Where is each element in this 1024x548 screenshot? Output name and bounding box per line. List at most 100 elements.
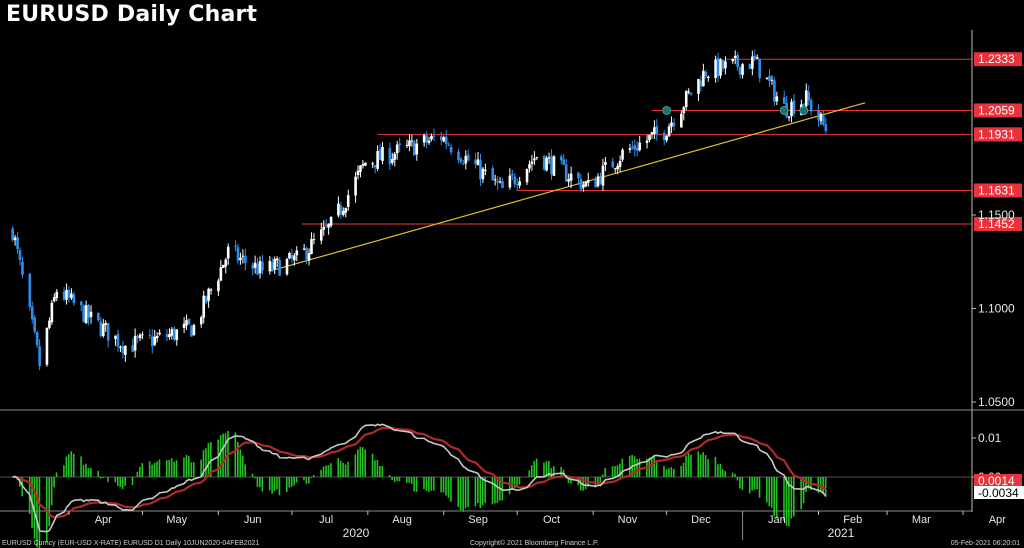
candle (302, 244, 306, 251)
candle-body (79, 301, 83, 306)
candle-body (141, 334, 144, 336)
candle-body (84, 305, 88, 324)
hist-bar (290, 477, 293, 487)
hist-bar (261, 477, 264, 492)
candle-body (138, 334, 142, 339)
candle-body (199, 317, 203, 325)
hist-bar (672, 468, 675, 477)
candle (618, 155, 622, 173)
hist-bar (202, 450, 205, 477)
hist-bar (430, 477, 433, 491)
candle (824, 117, 828, 134)
candle-body (638, 142, 641, 151)
hist-bar (50, 477, 53, 506)
candle (508, 168, 512, 190)
hist-bar (148, 461, 151, 477)
x-tick-label: Aug (392, 514, 412, 526)
hist-bar (325, 465, 327, 477)
candle (699, 75, 703, 92)
y-tick-label: 1.1500 (978, 208, 1015, 222)
ind-tick-label: 0.01 (978, 431, 1002, 445)
hist-bar (552, 466, 555, 477)
hist-bar (210, 442, 212, 477)
hist-bar (790, 477, 793, 519)
hist-bar (268, 477, 271, 491)
candle-body (577, 172, 580, 179)
hist-bar (614, 466, 616, 477)
candle (680, 110, 683, 128)
candle (586, 172, 590, 187)
candle (410, 134, 414, 147)
hist-bar (440, 477, 442, 493)
candle (689, 92, 693, 97)
hist-bar (717, 464, 719, 477)
hist-bar (190, 462, 193, 477)
hist-bar (165, 460, 168, 477)
candle-body (395, 144, 399, 154)
hist-bar (721, 469, 724, 477)
hist-bar (256, 477, 259, 487)
candle-body (704, 72, 708, 77)
hist-bar (748, 477, 751, 494)
candle-body (150, 336, 154, 347)
x-tick-label: May (166, 514, 187, 526)
hist-bar (633, 456, 636, 477)
candle-body (116, 333, 120, 347)
candle (515, 178, 519, 192)
candle (719, 58, 722, 79)
candle (278, 256, 281, 276)
candle-body (53, 297, 56, 302)
candle-body (613, 168, 617, 170)
candle (442, 135, 446, 143)
candle-body (124, 345, 127, 355)
candle-body (391, 158, 394, 163)
level-box (974, 216, 1022, 231)
candle-body (474, 159, 477, 165)
hist-bar (222, 433, 224, 477)
candle (604, 156, 607, 172)
candle (82, 304, 85, 323)
hist-bar (168, 459, 171, 477)
candle-body (364, 162, 367, 166)
candle (226, 243, 230, 265)
hist-bar (719, 463, 722, 477)
candle (496, 175, 499, 190)
candle-body (67, 289, 71, 298)
candle (124, 345, 127, 362)
candle-body (564, 164, 568, 182)
hist-bar (72, 453, 75, 477)
hist-bar (139, 466, 141, 477)
hist-bar (303, 477, 305, 481)
candle (479, 153, 482, 187)
candle-body (457, 151, 460, 161)
hist-bar (484, 477, 486, 503)
candle (498, 177, 502, 184)
footer-source: EURUSD Curncy (EUR-USD X-RATE) EURUSD D1… (2, 540, 260, 547)
candle-body (427, 140, 431, 144)
candle-body (484, 169, 487, 171)
candle (579, 173, 583, 193)
candle (18, 247, 22, 266)
candle (822, 110, 825, 127)
candle (376, 145, 379, 172)
candle (819, 111, 823, 125)
candle (133, 328, 137, 358)
candle (569, 166, 573, 188)
candle-body (327, 224, 330, 228)
candle-body (633, 145, 637, 150)
candle (631, 140, 634, 151)
candle-body (422, 135, 426, 143)
candle-body (628, 148, 632, 150)
hist-bar (648, 457, 651, 477)
hist-bar (805, 477, 807, 493)
candle-body (736, 54, 739, 67)
candle (70, 288, 73, 300)
candle (45, 327, 49, 367)
hist-bar (690, 454, 692, 477)
candle (114, 335, 117, 346)
candle (79, 300, 83, 312)
axes: 1.0500 1.1000 1.1500 (0, 30, 1024, 512)
hist-bar (766, 477, 768, 503)
candle (755, 54, 759, 59)
candle (481, 166, 485, 184)
